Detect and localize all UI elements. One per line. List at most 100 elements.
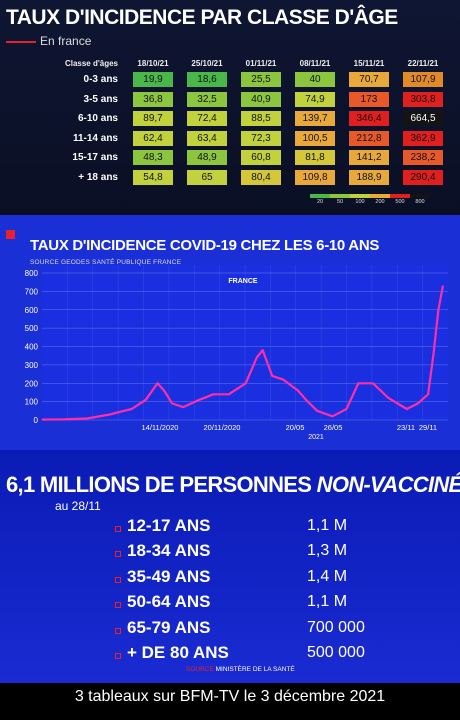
bullet-icon <box>115 525 121 532</box>
incidence-cell: 18,6 <box>187 72 227 88</box>
list-item: 12-17 ANS 1,1 M <box>115 513 365 539</box>
data-point <box>271 375 273 377</box>
legend-swatch <box>350 194 370 198</box>
line-chart: 0 100 200 300 400 500 600 700 800 FRANCE 14/11/202… <box>25 265 448 441</box>
unvaccinated-list: 12-17 ANS 1,1 M 18-34 ANS 1,3 M 35-49 ANS 1,4… <box>115 513 365 666</box>
incidence-cell: 48,3 <box>133 150 173 166</box>
data-point <box>145 399 147 401</box>
table-body: 0-3 ans 19,9 18,6 25,5 40 70,7 107,9 3-5 ans 36,… <box>52 70 450 187</box>
age-class-label: + 18 ans <box>78 171 118 183</box>
incidence-cell: 89,7 <box>133 111 173 127</box>
table-row: 3-5 ans 36,8 32,5 40,9 74,9 173 303,8 <box>52 90 450 110</box>
legend-item: 500 <box>390 194 410 205</box>
x-tick-label: 26/05 <box>324 423 343 432</box>
y-tick-label: 800 <box>25 269 39 278</box>
data-point <box>432 355 434 357</box>
legend-swatch <box>310 194 330 198</box>
bullet-icon <box>115 576 121 583</box>
y-tick-label: 600 <box>25 306 39 315</box>
incidence-cell: 80,4 <box>241 169 281 185</box>
data-point <box>163 390 165 392</box>
incidence-cell: 188,9 <box>349 169 389 185</box>
data-point <box>387 397 390 399</box>
bullet-icon <box>115 627 121 634</box>
age-class-label: 6-10 ans <box>77 113 118 125</box>
age-class-label: 0-3 ans <box>83 74 118 86</box>
y-tick-label: 100 <box>25 398 39 407</box>
panel3-source: SOURCE MINISTÈRE DE LA SANTÉ <box>186 666 295 673</box>
list-item: 65-79 ANS 700 000 <box>115 615 365 641</box>
data-point <box>372 382 374 384</box>
data-point <box>228 393 230 395</box>
caption: 3 tableaux sur BFM-TV le 3 décembre 2021 <box>0 683 460 720</box>
data-point <box>256 356 258 359</box>
date-header: 22/11/21 <box>407 58 439 68</box>
incidence-cell: 54,8 <box>133 169 173 185</box>
date-header: 15/11/21 <box>353 58 385 68</box>
legend-label: 20 <box>316 199 324 205</box>
bullet-icon <box>115 653 121 660</box>
data-point <box>357 382 359 384</box>
incidence-cell: 290,4 <box>403 169 443 185</box>
source-label: SOURCE <box>186 666 214 673</box>
date-header: 25/10/21 <box>191 58 223 68</box>
incidence-cell: 48,9 <box>187 150 227 166</box>
y-tick-label: 0 <box>34 416 39 425</box>
unvaccinated-count: 1,1 M <box>307 516 348 534</box>
legend-item: 50 <box>330 194 350 205</box>
bullet-icon <box>115 551 121 558</box>
incidence-cell: 212,8 <box>349 130 389 146</box>
legend-swatch <box>330 194 350 198</box>
incidence-cell: 109,8 <box>295 169 335 185</box>
legend-label: 500 <box>395 199 405 205</box>
incidence-cell: 74,9 <box>295 91 335 107</box>
y-tick-label: 300 <box>25 361 39 370</box>
incidence-cell: 664,5 <box>403 111 443 127</box>
incidence-cell: 81,8 <box>295 150 335 166</box>
bullet-icon <box>115 602 121 609</box>
data-point <box>345 408 348 410</box>
legend-swatch <box>410 194 430 198</box>
data-point <box>86 417 88 420</box>
date-header: 18/10/21 <box>137 58 169 68</box>
age-class-label: 11-14 ans <box>72 132 118 144</box>
panel3-date: au 28/11 <box>55 499 101 513</box>
table-row: 15-17 ans 48,3 48,9 60,8 81,8 141,2 238,2 <box>52 148 450 168</box>
data-point <box>437 309 440 311</box>
title-marker-square <box>6 230 15 239</box>
y-tick-label: 500 <box>25 324 39 333</box>
panel2-title: TAUX D'INCIDENCE COVID-19 CHEZ LES 6-10 … <box>30 237 380 254</box>
data-point <box>63 418 65 421</box>
age-group-label: + DE 80 ANS <box>127 643 229 663</box>
incidence-cell: 346,4 <box>349 111 389 127</box>
data-point <box>41 419 43 421</box>
incidence-line-chart-panel: 0 100 200 300 400 500 600 700 800 FRANCE 14/11/202… <box>0 215 460 450</box>
row-header-label: Classe d'âges <box>64 58 118 68</box>
x-tick-label: 20/11/2020 <box>204 423 241 432</box>
incidence-table: Classe d'âges 18/10/21 25/10/21 01/11/21… <box>52 56 450 187</box>
list-item: 50-64 ANS 1,1 M <box>115 590 365 616</box>
series-line <box>41 285 444 421</box>
panel3-title-italic: NON-VACCINÉS <box>316 472 460 497</box>
data-point <box>417 402 419 405</box>
age-class-label: 3-5 ans <box>83 93 118 105</box>
data-point <box>156 382 159 384</box>
incidence-cell: 72,4 <box>187 111 227 127</box>
age-group-label: 35-49 ANS <box>127 566 211 586</box>
incidence-cell: 63,4 <box>187 130 227 146</box>
incidence-cell: 25,5 <box>241 72 281 88</box>
data-point <box>427 393 429 395</box>
x-tick-label: 20/05 <box>286 423 305 432</box>
data-point <box>212 393 214 395</box>
panel3-title-main: 6,1 MILLIONS DE PERSONNES <box>6 472 317 497</box>
x-tick-label: 23/11 <box>397 423 415 432</box>
incidence-table-panel: TAUX D'INCIDENCE PAR CLASSE D'ÂGE En fra… <box>0 0 460 215</box>
data-point <box>171 402 173 405</box>
plot-area <box>42 265 448 420</box>
table-header-row: Classe d'âges 18/10/21 25/10/21 01/11/21… <box>52 56 450 70</box>
source-text: MINISTÈRE DE LA SANTÉ <box>213 666 295 673</box>
list-item: 35-49 ANS 1,4 M <box>115 564 365 590</box>
series-label: FRANCE <box>228 278 257 285</box>
table-row: 11-14 ans 62,4 63,4 72,3 100,5 212,8 362,9 <box>52 129 450 149</box>
incidence-cell: 362,9 <box>403 130 443 146</box>
